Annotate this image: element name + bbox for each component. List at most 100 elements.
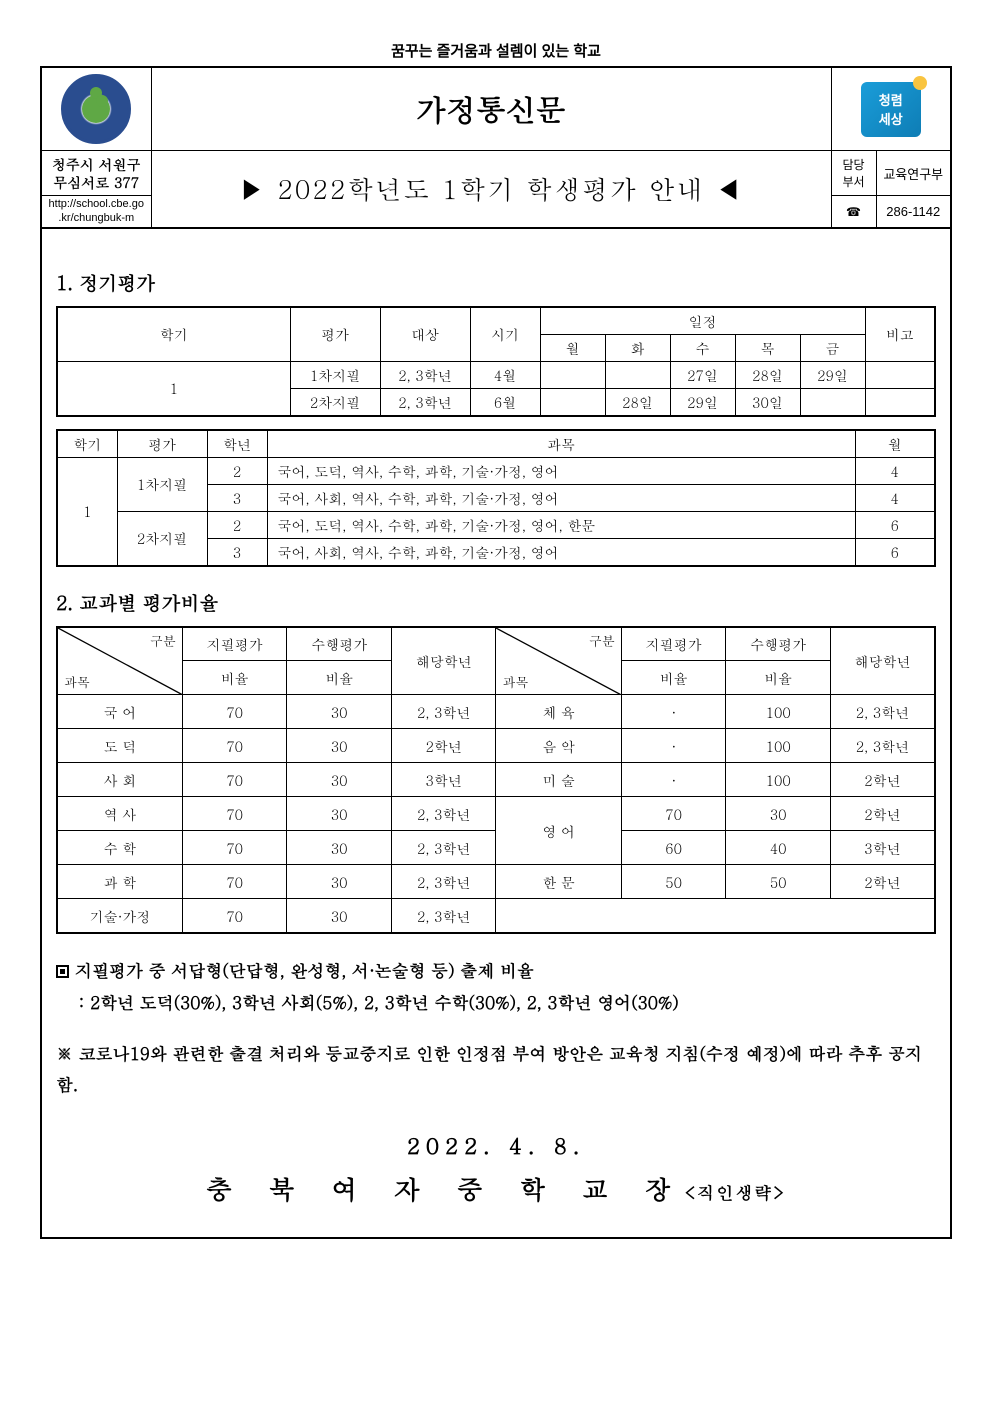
url-cell: http://school.cbe.go .kr/chungbuk-m — [41, 196, 151, 228]
cell: 60 — [621, 831, 726, 865]
col-month: 월 — [855, 430, 935, 458]
cell: 2, 3학년 — [830, 729, 935, 763]
day-tue: 화 — [605, 334, 670, 361]
cell: 국 어 — [57, 695, 182, 729]
cell: 27일 — [670, 361, 735, 388]
cell: 50 — [726, 865, 831, 899]
signature-main: 충 북 여 자 중 학 교 장 — [206, 1171, 685, 1207]
tagline: 꿈꾸는 즐거움과 설렘이 있는 학교 — [40, 40, 952, 61]
cell: 2, 3학년 — [391, 865, 496, 899]
diag-header: 구분 과목 — [57, 627, 182, 695]
col-ratio: 비율 — [621, 661, 726, 695]
cell: 30 — [287, 763, 392, 797]
day-mon: 월 — [540, 334, 605, 361]
phone-value: 286-1142 — [876, 196, 951, 228]
cell: 2, 3학년 — [391, 695, 496, 729]
covid-note: ※ 코로나19와 관련한 출결 처리와 등교중지로 인한 인정점 부여 방안은 … — [56, 1038, 936, 1099]
ratio-row: 도 덕 70 30 2학년 음 악 · 100 2, 3학년 — [57, 729, 935, 763]
cell: 1 — [57, 361, 290, 416]
date: 2022. 4. 8. — [56, 1130, 936, 1161]
empty-cell — [496, 899, 935, 933]
cell: 70 — [182, 899, 287, 933]
note1-line1: 지필평가 중 서답형(단답형, 완성형, 서·논술형 등) 출제 비율 — [75, 958, 534, 982]
col-grade: 해당학년 — [391, 627, 496, 695]
ratio-row: 사 회 70 30 3학년 미 술 · 100 2학년 — [57, 763, 935, 797]
cell: 미 술 — [496, 763, 621, 797]
cell — [865, 388, 935, 416]
phone-label: ☎ — [831, 196, 876, 228]
cell: 국어, 도덕, 역사, 수학, 과학, 기술·가정, 영어 — [267, 457, 855, 484]
cell: 100 — [726, 763, 831, 797]
cell: 30 — [287, 695, 392, 729]
cell: 3 — [207, 484, 267, 511]
cell — [605, 361, 670, 388]
cell: 영 어 — [496, 797, 621, 865]
ratio-row: 국 어 70 30 2, 3학년 체 육 · 100 2, 3학년 — [57, 695, 935, 729]
url-line1: http://school.cbe.go — [49, 198, 144, 210]
note-block: 지필평가 중 서답형(단답형, 완성형, 서·논술형 등) 출제 비율 : 2학… — [56, 954, 936, 1019]
school-logo-cell — [41, 67, 151, 151]
main-title: 가정통신문 — [156, 88, 827, 130]
cell: 2, 3학년 — [391, 831, 496, 865]
main-title-cell: 가정통신문 — [151, 67, 831, 151]
col-written: 지필평가 — [182, 627, 287, 661]
cell: · — [621, 763, 726, 797]
col-subjects: 과목 — [267, 430, 855, 458]
ratio-table: 구분 과목 지필평가 수행평가 해당학년 구분 과목 지필평가 수행평가 해당학… — [56, 626, 936, 934]
cell: 과 학 — [57, 865, 182, 899]
section2-title: 2. 교과별 평가비율 — [56, 589, 936, 616]
col-ratio: 비율 — [182, 661, 287, 695]
col-ratio: 비율 — [726, 661, 831, 695]
diag-top: 구분 — [150, 631, 176, 650]
subject-row: 1 1차지필 2 국어, 도덕, 역사, 수학, 과학, 기술·가정, 영어 4 — [57, 457, 935, 484]
cell: 3학년 — [391, 763, 496, 797]
cell: 70 — [182, 865, 287, 899]
col-ratio: 비율 — [287, 661, 392, 695]
col-perf: 수행평가 — [287, 627, 392, 661]
cell: 2 — [207, 511, 267, 538]
cell — [540, 388, 605, 416]
col-period: 시기 — [470, 307, 540, 362]
dept-label: 담당부서 — [831, 151, 876, 196]
cell: 한 문 — [496, 865, 621, 899]
cell: 70 — [182, 695, 287, 729]
cell: 70 — [182, 797, 287, 831]
cell: 국어, 사회, 역사, 수학, 과학, 기술·가정, 영어 — [267, 484, 855, 511]
day-wed: 수 — [670, 334, 735, 361]
col-eval: 평가 — [117, 430, 207, 458]
cell: 30 — [287, 865, 392, 899]
col-semester: 학기 — [57, 430, 117, 458]
col-written: 지필평가 — [621, 627, 726, 661]
note1-line2: : 2학년 도덕(30%), 3학년 사회(5%), 2, 3학년 수학(30%… — [79, 990, 679, 1014]
cell: 30 — [287, 899, 392, 933]
section1-title: 1. 정기평가 — [56, 269, 936, 296]
cell: 국어, 도덕, 역사, 수학, 과학, 기술·가정, 영어, 한문 — [267, 511, 855, 538]
cell: 70 — [182, 831, 287, 865]
cell: 4 — [855, 484, 935, 511]
cell — [865, 361, 935, 388]
cell: 3학년 — [830, 831, 935, 865]
cell: 2, 3학년 — [830, 695, 935, 729]
cell: 2차지필 — [117, 511, 207, 566]
subject-table: 학기 평가 학년 과목 월 1 1차지필 2 국어, 도덕, 역사, 수학, 과… — [56, 429, 936, 567]
cell: 6월 — [470, 388, 540, 416]
cell: 50 — [621, 865, 726, 899]
col-target: 대상 — [380, 307, 470, 362]
cell: 2, 3학년 — [380, 388, 470, 416]
cell: 29일 — [800, 361, 865, 388]
cell: 40 — [726, 831, 831, 865]
cell: 28일 — [735, 361, 800, 388]
cell: 국어, 사회, 역사, 수학, 과학, 기술·가정, 영어 — [267, 538, 855, 566]
cell: 28일 — [605, 388, 670, 416]
cell: 100 — [726, 695, 831, 729]
cell: 70 — [182, 729, 287, 763]
cell: 2, 3학년 — [380, 361, 470, 388]
header-table: 가정통신문 청렴세상 청주시 서원구 무심서로 377 ▶ 2022학년도 1학… — [40, 66, 952, 229]
cell: 역 사 — [57, 797, 182, 831]
diag-bot: 과목 — [502, 672, 528, 691]
col-semester: 학기 — [57, 307, 290, 362]
subject-row: 2차지필 2 국어, 도덕, 역사, 수학, 과학, 기술·가정, 영어, 한문… — [57, 511, 935, 538]
address-cell: 청주시 서원구 무심서로 377 — [41, 151, 151, 196]
cell: 1차지필 — [117, 457, 207, 511]
cell: · — [621, 695, 726, 729]
